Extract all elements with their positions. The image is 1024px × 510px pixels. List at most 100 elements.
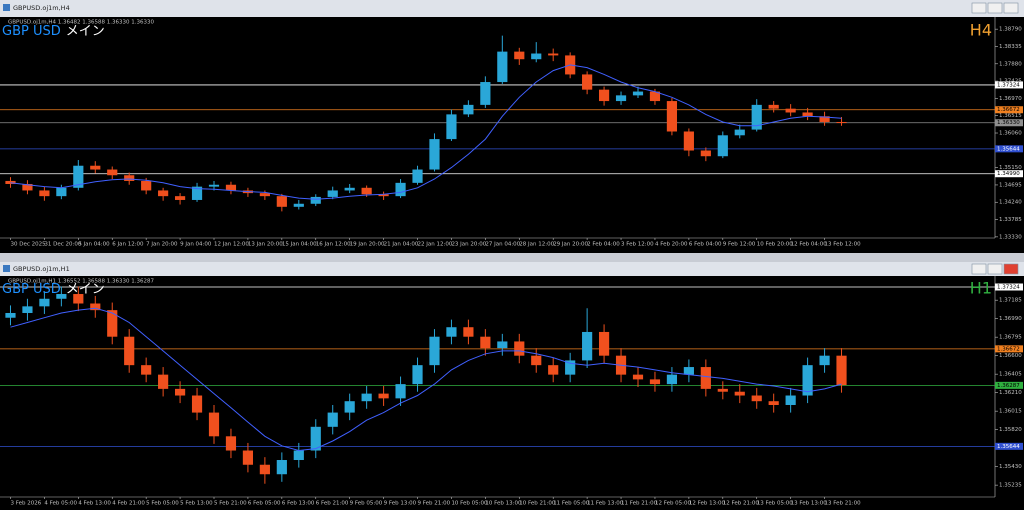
y-tick-label: 1.38790 [999,27,1022,33]
candle-body [666,101,678,132]
y-tick-label: 1.37185 [999,298,1022,304]
x-tick-label: 7 Jan 20:00 [146,242,178,248]
price-level-tag [995,345,1023,353]
y-tick-label: 1.35820 [999,427,1022,433]
price-level-tag [995,145,1023,153]
x-tick-label: 5 Feb 13:00 [180,501,213,507]
x-tick-label: 12 Feb 04:00 [791,242,828,248]
close-button[interactable] [1003,263,1019,275]
candle-body [158,190,169,197]
x-tick-label: 12 Feb 13:00 [689,501,726,507]
x-tick-label: 13 Feb 12:00 [825,242,862,248]
y-tick-label: 1.36210 [999,390,1022,396]
candle-body [90,303,101,311]
y-tick-label: 1.36015 [999,409,1022,415]
x-tick-label: 23 Jan 20:00 [451,242,486,248]
chart-area [0,17,1024,253]
candle-body [56,187,67,197]
x-tick-label: 4 Feb 05:00 [44,501,77,507]
candle-body [531,53,542,60]
candle-body [802,112,813,117]
candle-body [649,91,661,102]
candle-body [497,341,508,349]
candle-body [412,365,423,385]
candle-body [191,395,203,413]
x-tick-label: 9 Feb 12:00 [723,242,756,248]
candle-body [276,460,287,475]
x-tick-label: 4 Feb 20:00 [655,242,688,248]
candle-body [480,336,491,349]
title-bar [0,0,1024,17]
close-button[interactable] [1003,2,1019,14]
symbol-name: GBP USD [2,24,61,39]
x-tick-label: 6 Feb 05:00 [248,501,281,507]
minimize-button[interactable] [971,263,987,275]
candle-body [327,190,338,197]
candle-body [836,355,847,386]
y-tick-label: 1.34695 [999,182,1022,188]
candle-body [819,116,830,122]
candle-body [463,104,474,115]
candle-body [615,95,627,102]
price-level-label: 1.36672 [997,346,1020,352]
moving-average [10,64,842,200]
chart-area [0,276,1024,510]
price-info: GBPUSD.oj1m,H4 1.36482 1.36588 1.36330 1… [8,20,154,26]
candle-body [259,464,270,475]
x-tick-label: 28 Jan 12:00 [519,242,554,248]
candle-body [802,365,813,396]
minimize-button[interactable] [971,2,987,14]
x-tick-label: 3 Feb 12:00 [621,242,654,248]
price-level-tag [995,81,1023,89]
price-level-label: 1.37324 [997,285,1020,291]
window-title: GBPUSD.oj1m,H1 [13,265,70,273]
y-tick-label: 1.33330 [999,234,1022,240]
x-tick-label: 16 Jan 12:00 [316,242,351,248]
x-tick-label: 4 Feb 13:00 [78,501,111,507]
candle-body [598,331,610,356]
price-level-tag [995,170,1023,178]
candle-body [310,196,321,204]
symbol-title: GBP USD メイン [2,282,105,297]
x-tick-label: 15 Jan 04:00 [282,242,317,248]
symbol-title: GBP USD メイン [2,24,105,39]
x-tick-label: 9 Feb 05:00 [350,501,383,507]
candle-body [751,395,762,402]
candle-body [565,360,576,375]
price-level-tag [995,381,1023,389]
candle-body [73,294,84,304]
y-tick-label: 1.33785 [999,217,1022,223]
x-tick-label: 10 Feb 13:00 [485,501,522,507]
candle-body [293,203,304,207]
candle-body [514,341,525,356]
candle-body [683,367,694,375]
x-tick-label: 27 Jan 04:00 [485,242,520,248]
candle-body [174,196,186,200]
candle-body [124,336,135,366]
y-tick-label: 1.36990 [999,316,1022,322]
x-tick-label: 10 Feb 20:00 [757,242,794,248]
symbol-name: GBP USD [2,282,61,297]
candle-body [819,355,830,366]
y-tick-label: 1.35430 [999,464,1022,470]
candle-body [344,187,355,191]
window-title: GBPUSD.oj1m,H4 [13,4,70,12]
candle-body [683,131,694,151]
x-tick-label: 3 Feb 2026 [10,501,41,507]
y-tick-label: 1.35150 [999,165,1022,171]
x-tick-label: 5 Jan 04:00 [78,242,110,248]
candle-body [446,327,457,337]
x-tick-label: 2 Feb 04:00 [587,242,620,248]
restore-button[interactable] [987,2,1003,14]
candle-body [378,194,389,197]
candle-body [276,196,287,207]
x-tick-label: 6 Feb 13:00 [282,501,315,507]
restore-button[interactable] [987,263,1003,275]
symbol-subtitle: メイン [66,24,105,39]
symbol-subtitle: メイン [66,282,105,297]
candle-body [39,190,50,197]
candle-body [361,393,372,402]
candle-body [666,374,678,385]
candle-body [90,165,101,170]
